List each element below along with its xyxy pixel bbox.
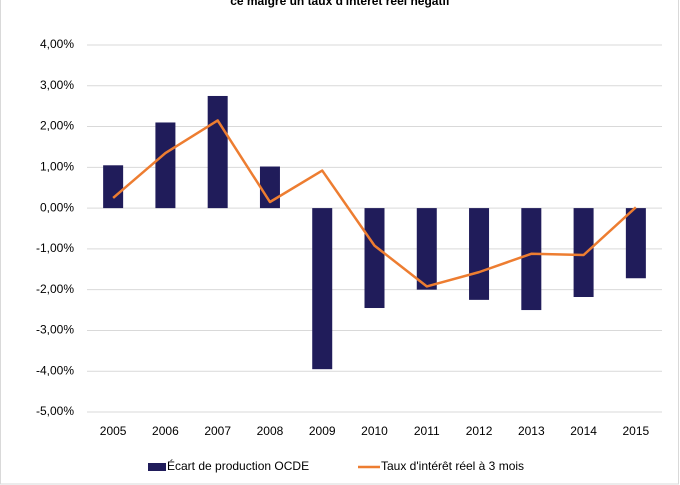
x-tick-label: 2007: [204, 424, 231, 438]
y-tick-label: -2,00%: [36, 282, 74, 296]
legend-label: Écart de production OCDE: [167, 458, 309, 473]
bar: [155, 122, 176, 209]
y-tick-label: 3,00%: [40, 78, 74, 92]
y-tick-label: -3,00%: [36, 323, 74, 337]
x-tick-label: 2006: [152, 424, 179, 438]
y-tick-label: -4,00%: [36, 363, 74, 377]
chart-title: ce malgré un taux d'intérêt réel négatif: [230, 0, 451, 8]
x-tick-label: 2008: [257, 424, 284, 438]
bar: [103, 165, 124, 209]
legend-label: Taux d'intérêt réel à 3 mois: [381, 459, 524, 473]
x-tick-label: 2009: [309, 424, 336, 438]
bar: [364, 208, 385, 309]
bar: [207, 95, 228, 209]
y-tick-label: 4,00%: [40, 37, 74, 51]
x-tick-label: 2012: [466, 424, 493, 438]
y-tick-label: -5,00%: [36, 404, 74, 418]
bar: [469, 208, 490, 300]
x-tick-label: 2005: [100, 424, 127, 438]
bar: [625, 208, 646, 279]
bar: [521, 208, 542, 311]
y-tick-label: 2,00%: [40, 119, 74, 133]
x-tick-label: 2014: [570, 424, 597, 438]
x-tick-label: 2010: [361, 424, 388, 438]
y-tick-label: 1,00%: [40, 160, 74, 174]
y-tick-label: -1,00%: [36, 241, 74, 255]
x-tick-label: 2015: [623, 424, 650, 438]
bar: [416, 208, 437, 290]
x-tick-label: 2013: [518, 424, 545, 438]
bar: [312, 208, 333, 370]
legend-swatch: [148, 463, 166, 471]
line: [112, 119, 637, 288]
bar: [573, 208, 594, 298]
y-tick-label: 0,00%: [40, 200, 74, 214]
x-tick-label: 2011: [414, 424, 440, 438]
